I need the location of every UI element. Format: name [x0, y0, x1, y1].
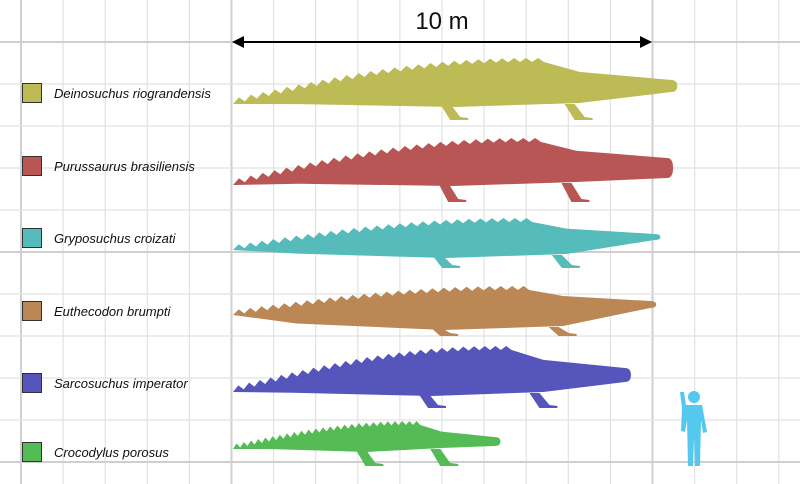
legend-label: Sarcosuchus imperator	[54, 375, 188, 391]
scale-label: 10 m	[415, 8, 469, 35]
human-head	[688, 391, 700, 403]
crocodile-leg	[430, 327, 459, 336]
legend-label: Deinosuchus riograndensis	[54, 85, 211, 101]
legend-swatch	[22, 442, 42, 462]
crocodile-leg	[548, 327, 577, 336]
legend-item: Sarcosuchus imperator	[22, 373, 188, 393]
crocodile-leg	[418, 393, 447, 408]
legend-label: Purussaurus brasiliensis	[54, 158, 195, 174]
legend-item: Deinosuchus riograndensis	[22, 83, 211, 103]
scale-arrow-right-head	[640, 36, 652, 48]
legend-swatch	[22, 156, 42, 176]
crocodile-silhouette	[233, 286, 657, 330]
crocodile-leg	[355, 449, 384, 466]
crocodile-leg	[432, 255, 461, 268]
crocodile-leg	[551, 255, 580, 268]
crocodile-leg	[438, 183, 467, 202]
crocodile-silhouette	[233, 218, 661, 258]
legend-item: Purussaurus brasiliensis	[22, 156, 195, 176]
crocodile-silhouette	[233, 138, 674, 186]
human-silhouette	[680, 392, 707, 466]
legend-swatch	[22, 228, 42, 248]
legend-label: Crocodylus porosus	[54, 444, 169, 460]
crocodile-leg	[564, 104, 593, 120]
legend-label: Euthecodon brumpti	[54, 303, 171, 319]
crocodile-silhouette	[233, 346, 631, 396]
crocodile-leg	[561, 183, 590, 202]
crocodile-silhouette	[233, 421, 501, 452]
legend-swatch	[22, 83, 42, 103]
scale-arrow-left-head	[232, 36, 244, 48]
legend-swatch	[22, 373, 42, 393]
crocodile-silhouette	[233, 58, 678, 107]
legend-item: Gryposuchus croizati	[22, 228, 175, 248]
legend-label: Gryposuchus croizati	[54, 230, 176, 246]
crocodile-leg	[440, 104, 469, 120]
legend-item: Crocodylus porosus	[22, 442, 169, 462]
legend-swatch	[22, 301, 42, 321]
legend-item: Euthecodon brumpti	[22, 301, 170, 321]
crocodile-leg	[430, 449, 459, 466]
crocodile-leg	[529, 393, 558, 408]
